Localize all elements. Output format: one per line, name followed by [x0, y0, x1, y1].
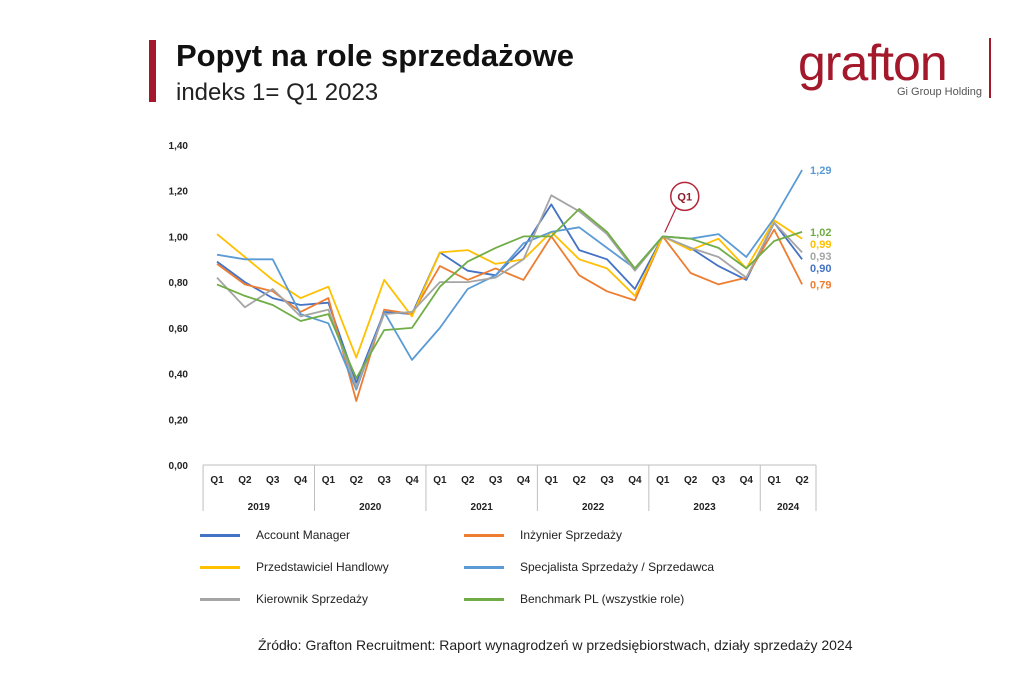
year-label: 2023 — [693, 502, 716, 513]
annotation-label: Q1 — [677, 191, 692, 203]
year-label: 2022 — [582, 502, 605, 513]
x-tick-label: Q4 — [294, 475, 308, 486]
series-line — [216, 228, 803, 402]
series-end-label: 1,29 — [810, 165, 831, 177]
x-tick-label: Q3 — [377, 475, 391, 486]
logo-divider — [989, 38, 991, 98]
x-tick-label: Q2 — [795, 475, 809, 486]
x-tick-label: Q4 — [628, 475, 642, 486]
x-tick-label: Q1 — [656, 475, 670, 486]
x-tick-label: Q2 — [461, 475, 475, 486]
grafton-logo: grafton Gi Group Holding — [798, 34, 998, 104]
year-label: 2021 — [471, 502, 494, 513]
legend-swatch — [200, 565, 240, 569]
series-end-label: 0,99 — [810, 239, 831, 251]
legend-item: Kierownik Sprzedaży — [200, 592, 368, 606]
x-tick-label: Q4 — [517, 475, 531, 486]
source-note: Źródło: Grafton Recruitment: Raport wyna… — [258, 637, 853, 653]
page-title: Popyt na role sprzedażowe — [176, 38, 574, 73]
y-tick-label: 0,80 — [169, 278, 189, 289]
legend-item: Przedstawiciel Handlowy — [200, 560, 389, 574]
x-tick-label: Q1 — [768, 475, 782, 486]
y-tick-label: 0,00 — [169, 461, 189, 472]
y-tick-label: 0,20 — [169, 415, 189, 426]
x-tick-label: Q1 — [322, 475, 336, 486]
logo-tagline: Gi Group Holding — [897, 86, 982, 98]
x-tick-label: Q2 — [573, 475, 587, 486]
title-accent-bar — [149, 40, 156, 102]
legend-item: Inżynier Sprzedaży — [464, 528, 622, 542]
series-line — [216, 169, 803, 391]
legend-swatch — [464, 597, 504, 601]
line-chart: 0,00 0,20 0,40 0,60 0,80 1,00 1,20 1,40 Q1 Q2 Q3 Q4… — [169, 141, 832, 513]
x-tick-label: Q1 — [210, 475, 224, 486]
legend-item: Benchmark PL (wszystkie role) — [464, 592, 684, 606]
series-line — [216, 208, 803, 380]
legend-swatch — [464, 533, 504, 537]
x-tick-label: Q4 — [740, 475, 754, 486]
year-label: 2019 — [248, 502, 271, 513]
x-tick-label: Q3 — [600, 475, 614, 486]
y-tick-label: 1,20 — [169, 187, 189, 198]
x-tick-label: Q3 — [489, 475, 503, 486]
year-label: 2024 — [777, 502, 800, 513]
x-tick-label: Q2 — [238, 475, 252, 486]
series-end-label: 0,93 — [810, 251, 831, 263]
legend-item: Account Manager — [200, 528, 350, 542]
legend-label: Kierownik Sprzedaży — [256, 592, 369, 606]
series-end-label: 1,02 — [810, 227, 831, 239]
legend-label: Benchmark PL (wszystkie role) — [520, 592, 685, 606]
series-end-label: 0,79 — [810, 279, 831, 291]
legend-label: Specjalista Sprzedaży / Sprzedawca — [520, 560, 715, 574]
x-tick-label: Q2 — [350, 475, 364, 486]
legend-swatch — [200, 597, 240, 601]
series-end-label: 0,90 — [810, 263, 831, 275]
annotation-bubble — [670, 181, 700, 212]
year-label: 2020 — [359, 502, 382, 513]
legend-item: Specjalista Sprzedaży / Sprzedawca — [464, 560, 714, 574]
chart-legend: Account Manager Przedstawiciel Handlowy Ki… — [200, 528, 820, 618]
annotation-pointer — [664, 206, 678, 233]
x-tick-label: Q1 — [433, 475, 447, 486]
y-tick-label: 1,00 — [169, 232, 189, 243]
series-line — [216, 203, 803, 384]
x-tick-label: Q3 — [712, 475, 726, 486]
legend-label: Account Manager — [256, 528, 351, 542]
legend-swatch — [200, 533, 240, 537]
x-tick-label: Q1 — [545, 475, 559, 486]
x-tick-label: Q3 — [266, 475, 280, 486]
series-line — [216, 194, 803, 389]
x-tick-label: Q2 — [684, 475, 698, 486]
series-line — [216, 219, 803, 359]
y-tick-label: 1,40 — [169, 141, 189, 152]
logo-wordmark: grafton — [798, 35, 948, 91]
legend-label: Inżynier Sprzedaży — [520, 528, 623, 542]
x-tick-label: Q4 — [405, 475, 419, 486]
page-subtitle: indeks 1= Q1 2023 — [176, 79, 379, 106]
y-tick-label: 0,40 — [169, 370, 189, 381]
y-tick-label: 0,60 — [169, 324, 189, 335]
legend-label: Przedstawiciel Handlowy — [256, 560, 389, 574]
legend-swatch — [464, 565, 504, 569]
